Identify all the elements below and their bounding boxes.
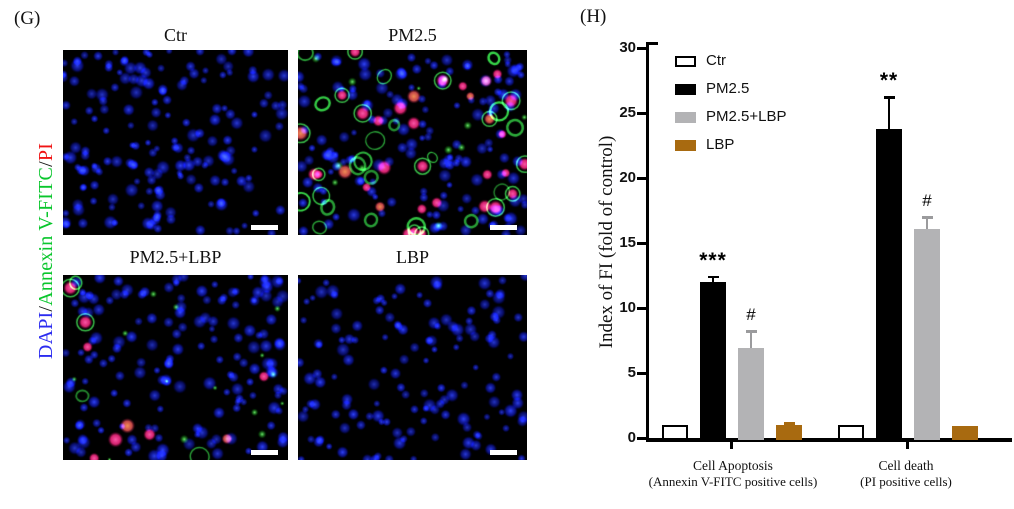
y-tick-mark (637, 241, 646, 245)
legend-swatch-ctr (675, 56, 696, 67)
legend-label-ctr: Ctr (706, 52, 726, 69)
bar-pm2-5-lbp-group2 (914, 228, 940, 440)
fluorescence-micrograph-lbp (298, 275, 527, 460)
category-label-line1: Cell Apoptosis (693, 458, 773, 473)
bar-pm2-5-group1 (700, 282, 726, 440)
bar-ctr-group1 (662, 425, 688, 440)
legend-label-lbp: LBP (706, 136, 735, 153)
y-tick-mark (637, 371, 646, 375)
bar-lbp-group2 (952, 426, 978, 440)
category-label-line2: (PI positive cells) (860, 474, 952, 489)
x-axis-line (646, 438, 1012, 442)
micrograph-title-ctr: Ctr (163, 25, 187, 45)
y-axis-top-cap (646, 42, 658, 45)
y-tick-mark (637, 111, 646, 115)
bar-lbp-group1 (776, 425, 802, 440)
fluorescence-image-ctr (63, 50, 288, 235)
color-key-part: PI (35, 142, 57, 162)
scale-bar (251, 225, 278, 230)
fluorescence-image-pm25 (298, 50, 527, 235)
significance-label: *** (699, 248, 727, 272)
fluorescence-micrograph-pm25 (298, 50, 527, 235)
legend-label-pm2-5-lbp: PM2.5+LBP (706, 108, 787, 125)
significance-label: # (746, 305, 756, 325)
error-bar-cap (707, 275, 719, 279)
fluorescence-micrograph-ctr (63, 50, 288, 235)
y-tick-label: 30 (619, 39, 636, 56)
micrograph-title-pm25: PM2.5 (388, 25, 437, 45)
significance-label: # (922, 191, 932, 210)
fluorescence-micrograph-pm25-lbp (63, 275, 288, 460)
legend-swatch-lbp (675, 140, 696, 151)
error-bar-cap (783, 422, 795, 425)
error-bar-line (925, 217, 929, 229)
x-group-tick (905, 441, 909, 449)
scale-bar (490, 450, 517, 455)
panel-g-label: (G) (14, 8, 41, 29)
y-tick-label: 15 (619, 234, 636, 251)
bar-ctr-group2 (838, 425, 864, 440)
bar-pm2-5-lbp-group1 (738, 348, 764, 440)
panel-h-label: (H) (580, 6, 607, 27)
category-label-line1: Cell death (878, 458, 934, 473)
scale-bar (490, 225, 517, 230)
x-group-tick (729, 441, 733, 449)
legend-swatch-pm2-5-lbp (675, 112, 696, 123)
y-tick-mark (637, 176, 646, 180)
color-key-part: / (35, 161, 57, 167)
color-key-part: / (35, 305, 57, 312)
legend-label-pm2-5: PM2.5 (706, 80, 750, 97)
legend-swatch-pm2-5 (675, 84, 696, 95)
error-bar-cap (883, 96, 895, 99)
micrograph-title-pm25-lbp: PM2.5+LBP (129, 247, 222, 267)
y-tick-mark (637, 436, 646, 440)
fluorescence-image-lbp (298, 275, 527, 460)
y-tick-mark (637, 306, 646, 310)
bar-pm2-5-group2 (876, 128, 902, 440)
y-tick-mark (637, 46, 646, 50)
error-bar-line (749, 331, 753, 349)
category-label-line2: (Annexin V-FITC positive cells) (648, 474, 818, 489)
error-bar-cap (745, 330, 757, 333)
y-tick-label: 25 (619, 104, 636, 121)
y-tick-label: 20 (619, 169, 636, 186)
significance-label: ** (879, 69, 899, 93)
fluorescence-color-key: DAPI/Annexin V-FITC/PI (35, 111, 61, 391)
color-key-part: Annexin V-FITC (35, 166, 57, 306)
fluorescence-image-pm25-lbp (63, 275, 288, 460)
y-tick-label: 10 (619, 299, 636, 316)
error-bar-line (887, 97, 891, 129)
micrograph-title-lbp: LBP (395, 247, 429, 267)
error-bar-line (711, 276, 715, 282)
color-key-part: DAPI (35, 311, 57, 360)
scale-bar (251, 450, 278, 455)
y-tick-label: 0 (627, 429, 636, 446)
error-bar-cap (921, 216, 933, 219)
y-tick-label: 5 (627, 364, 636, 381)
y-axis-line (646, 42, 649, 441)
